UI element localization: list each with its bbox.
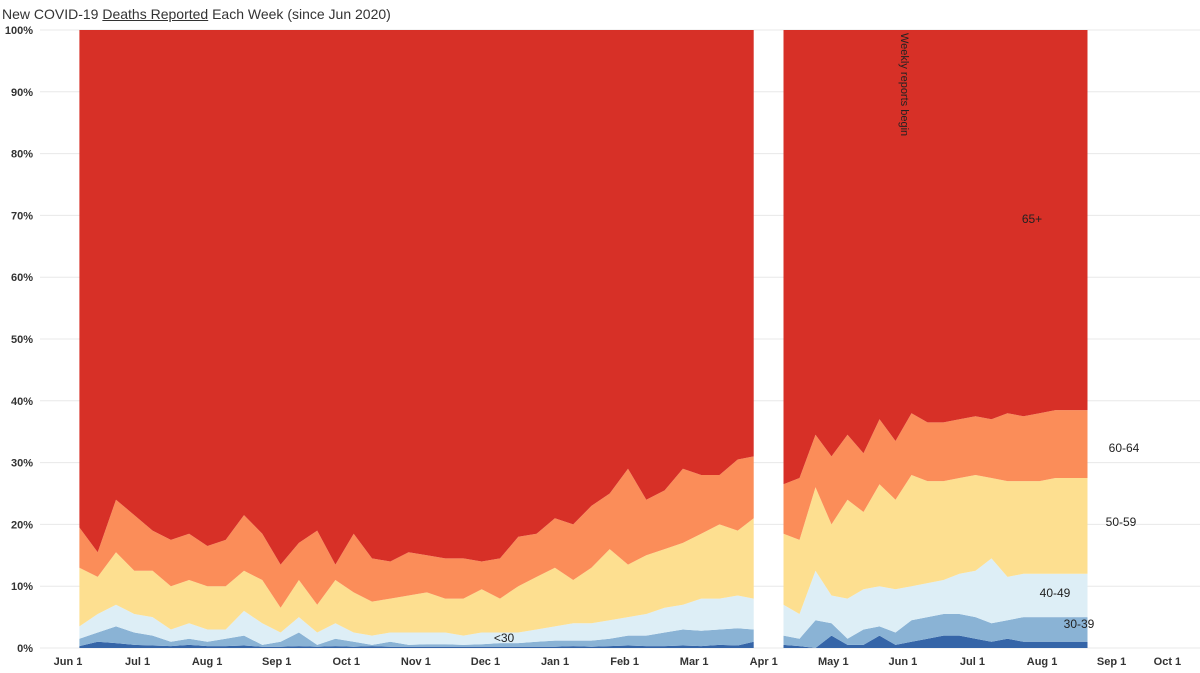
x-tick-label: Jan 1: [541, 656, 569, 668]
series-label-65-plus: 65+: [1022, 212, 1042, 226]
x-tick-label: Jun 1: [54, 656, 83, 668]
y-tick-label: 20%: [11, 519, 33, 531]
x-tick-label: Jun 1: [889, 656, 918, 668]
area-40-49-seg2: [783, 558, 1088, 639]
x-tick-label: Aug 1: [192, 656, 223, 668]
area-40-49-seg1: [79, 595, 754, 645]
y-tick-label: 10%: [11, 581, 33, 593]
y-tick-label: 40%: [11, 396, 33, 408]
series-label-50-59: 50-59: [1106, 515, 1137, 529]
y-tick-label: 90%: [11, 87, 33, 99]
chart-title: New COVID-19 Deaths Reported Each Week (…: [2, 6, 391, 22]
x-tick-label: Jul 1: [125, 656, 150, 668]
x-tick-label: Aug 1: [1027, 656, 1058, 668]
weekly-reports-annotation: Weekly reports begin: [898, 33, 910, 136]
x-tick-label: Oct 1: [1154, 656, 1182, 668]
x-tick-label: Dec 1: [471, 656, 500, 668]
series-label-under-30: <30: [494, 631, 515, 645]
y-tick-label: 0%: [17, 643, 33, 655]
y-axis: 0% 10% 20% 30% 40% 50% 60% 70% 80% 90% 100%: [5, 25, 33, 655]
y-tick-label: 70%: [11, 210, 33, 222]
y-tick-label: 30%: [11, 458, 33, 470]
area-65-plus-seg1: [79, 30, 754, 565]
area-50-59-seg1: [79, 518, 754, 636]
x-tick-label: Nov 1: [401, 656, 431, 668]
x-tick-label: Oct 1: [333, 656, 361, 668]
area-series: [79, 30, 1088, 648]
area-60-64-seg1: [79, 456, 754, 608]
chart-title-prefix: New COVID-19: [2, 6, 103, 22]
y-tick-label: 60%: [11, 272, 33, 284]
x-tick-label: Sep 1: [262, 656, 291, 668]
x-tick-label: Sep 1: [1097, 656, 1126, 668]
area-60-64-seg2: [783, 410, 1088, 540]
chart-title-suffix: Each Week (since Jun 2020): [208, 6, 391, 22]
area-under-30-seg1: [79, 641, 754, 648]
x-tick-label: Feb 1: [610, 656, 639, 668]
y-tick-label: 50%: [11, 334, 33, 346]
x-tick-label: Mar 1: [680, 656, 709, 668]
series-label-60-64: 60-64: [1109, 441, 1140, 455]
series-label-30-39: 30-39: [1064, 617, 1095, 631]
y-tick-label: 100%: [5, 25, 33, 37]
area-65-plus-seg2: [783, 30, 1088, 485]
x-tick-label: Jul 1: [960, 656, 985, 668]
area-30-39-seg1: [79, 626, 754, 647]
area-30-39-seg2: [783, 614, 1088, 648]
x-tick-label: Apr 1: [750, 656, 778, 668]
series-labels: <30 30-39 40-49 50-59 60-64 65+: [494, 212, 1140, 645]
chart-title-underlined: Deaths Reported: [102, 6, 209, 22]
series-label-40-49: 40-49: [1040, 586, 1071, 600]
area-50-59-seg2: [783, 475, 1088, 614]
x-axis: Jun 1 Jul 1 Aug 1 Sep 1 Oct 1 Nov 1 Dec 1 Jan 1…: [54, 656, 1182, 668]
y-tick-label: 80%: [11, 149, 33, 161]
x-tick-label: May 1: [818, 656, 849, 668]
